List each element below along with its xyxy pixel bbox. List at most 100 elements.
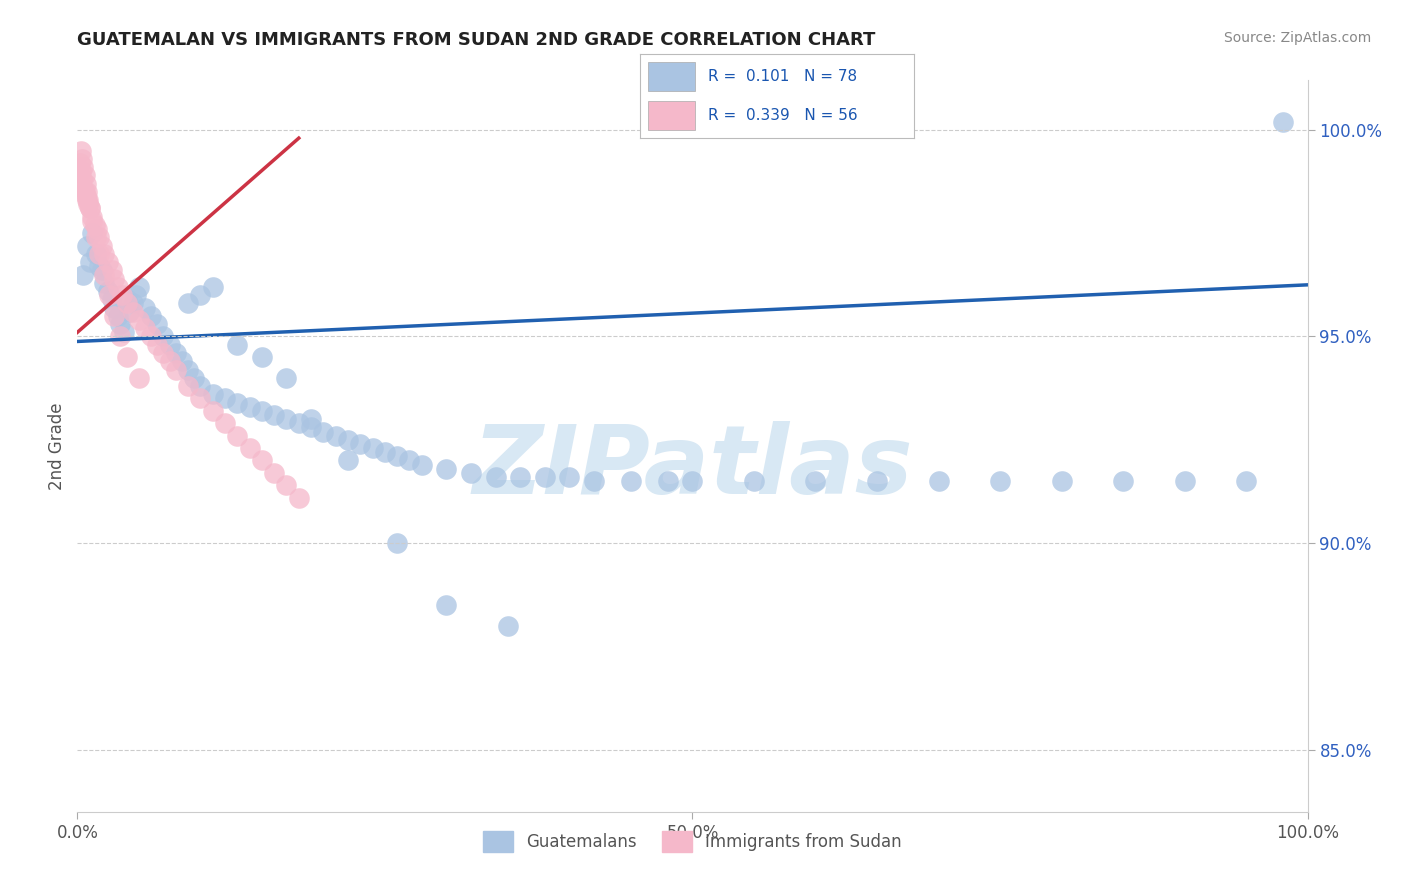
Bar	[648, 62, 695, 91]
Point	[226, 395, 249, 409]
Point	[107, 280, 129, 294]
Point	[121, 304, 143, 318]
Point	[928, 474, 950, 488]
Point	[337, 453, 360, 467]
Point	[165, 362, 187, 376]
Point	[1050, 474, 1073, 488]
Point	[866, 474, 889, 488]
Point	[398, 453, 420, 467]
Point	[201, 280, 224, 294]
Point	[804, 474, 827, 488]
Point	[374, 445, 396, 459]
Point	[276, 412, 298, 426]
Point	[89, 259, 111, 273]
Point	[103, 309, 125, 323]
Point	[1174, 474, 1197, 488]
Point	[276, 371, 298, 385]
Point	[188, 288, 212, 302]
Point	[534, 470, 557, 484]
Point	[93, 247, 115, 261]
Point	[93, 268, 115, 282]
Point	[558, 470, 581, 484]
Point	[86, 222, 108, 236]
Point	[152, 346, 174, 360]
Point	[214, 392, 236, 406]
Point	[101, 293, 124, 307]
Point	[69, 156, 91, 170]
Point	[128, 280, 150, 294]
Point	[496, 619, 519, 633]
Point	[111, 288, 132, 302]
Point	[1112, 474, 1135, 488]
Point	[152, 329, 174, 343]
Point	[121, 296, 143, 310]
Point	[110, 317, 132, 331]
Point	[620, 474, 643, 488]
Point	[118, 304, 141, 318]
Point	[299, 420, 322, 434]
Text: GUATEMALAN VS IMMIGRANTS FROM SUDAN 2ND GRADE CORRELATION CHART: GUATEMALAN VS IMMIGRANTS FROM SUDAN 2ND …	[77, 31, 876, 49]
Point	[337, 433, 360, 447]
Point	[201, 404, 224, 418]
Point	[159, 354, 181, 368]
Point	[312, 425, 335, 439]
Point	[657, 474, 679, 488]
Point	[988, 474, 1011, 488]
Point	[361, 441, 384, 455]
Point	[250, 404, 273, 418]
Point	[72, 160, 94, 174]
Text: R =  0.101   N = 78: R = 0.101 N = 78	[709, 69, 858, 84]
Point	[97, 255, 120, 269]
Bar	[648, 101, 695, 130]
Point	[103, 301, 125, 315]
Point	[188, 392, 212, 406]
Point	[77, 193, 100, 207]
Point	[110, 329, 132, 343]
Point	[79, 255, 101, 269]
Point	[436, 598, 458, 612]
Point	[239, 441, 262, 455]
Point	[73, 185, 96, 199]
Point	[239, 400, 262, 414]
Point	[84, 247, 107, 261]
Point	[385, 536, 409, 550]
Point	[1272, 114, 1295, 128]
Point	[112, 326, 135, 340]
Point	[101, 263, 124, 277]
Point	[73, 169, 96, 183]
Point	[76, 193, 98, 207]
Point	[76, 238, 98, 252]
Point	[79, 202, 101, 216]
Point	[188, 379, 212, 393]
Point	[72, 180, 94, 194]
Point	[90, 263, 114, 277]
Point	[146, 317, 169, 331]
Point	[177, 362, 200, 376]
Point	[276, 478, 298, 492]
Point	[128, 313, 150, 327]
Point	[89, 230, 111, 244]
Point	[82, 226, 104, 240]
Text: R =  0.339   N = 56: R = 0.339 N = 56	[709, 108, 858, 123]
Point	[250, 453, 273, 467]
Point	[93, 276, 115, 290]
Point	[177, 296, 200, 310]
Point	[485, 470, 508, 484]
Point	[385, 450, 409, 464]
Point	[70, 152, 93, 166]
Point	[159, 337, 181, 351]
Point	[165, 346, 187, 360]
Legend: Guatemalans, Immigrants from Sudan: Guatemalans, Immigrants from Sudan	[477, 824, 908, 858]
Point	[1234, 474, 1257, 488]
Point	[349, 437, 371, 451]
Point	[299, 412, 322, 426]
Point	[107, 309, 129, 323]
Point	[183, 371, 205, 385]
Point	[72, 268, 94, 282]
Point	[134, 321, 156, 335]
Point	[170, 354, 193, 368]
Point	[583, 474, 606, 488]
Point	[98, 288, 121, 302]
Point	[70, 172, 93, 186]
Point	[226, 428, 249, 442]
